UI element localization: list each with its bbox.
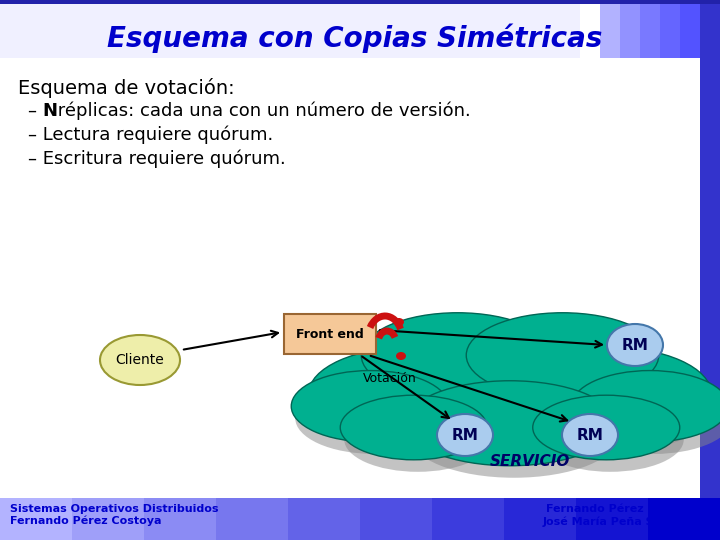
Ellipse shape (295, 382, 453, 454)
Ellipse shape (562, 414, 618, 456)
Text: réplicas: cada una con un número de versión.: réplicas: cada una con un número de vers… (52, 102, 471, 120)
Ellipse shape (505, 359, 715, 453)
Ellipse shape (100, 335, 180, 385)
Bar (360, 498, 432, 540)
Ellipse shape (394, 318, 404, 326)
Text: N: N (42, 102, 57, 120)
Bar (620, 0, 640, 58)
Bar (640, 0, 660, 58)
Ellipse shape (501, 347, 711, 440)
Ellipse shape (571, 370, 720, 442)
Bar (648, 498, 720, 540)
Text: RM: RM (451, 428, 478, 442)
Bar (0, 0, 720, 4)
Bar (680, 0, 700, 58)
Ellipse shape (437, 414, 493, 456)
Ellipse shape (312, 359, 523, 453)
Text: Esquema con Copias Simétricas: Esquema con Copias Simétricas (107, 23, 603, 53)
Bar (144, 498, 216, 540)
Ellipse shape (467, 313, 659, 398)
Bar (72, 498, 144, 540)
Ellipse shape (361, 313, 554, 398)
Bar (432, 498, 504, 540)
Text: –: – (28, 102, 42, 120)
Ellipse shape (409, 393, 619, 478)
FancyBboxPatch shape (284, 314, 376, 354)
Text: RM: RM (577, 428, 603, 442)
Ellipse shape (365, 333, 662, 461)
Text: Esquema de votación:: Esquema de votación: (18, 78, 235, 98)
Bar (580, 0, 600, 58)
Ellipse shape (361, 321, 659, 449)
Bar (0, 58, 720, 498)
Bar (0, 498, 72, 540)
Ellipse shape (536, 407, 684, 472)
Ellipse shape (344, 407, 491, 472)
Ellipse shape (533, 395, 680, 460)
Text: Votación: Votación (363, 372, 417, 384)
Text: – Escritura requiere quórum.: – Escritura requiere quórum. (28, 150, 286, 168)
Text: – Lectura requiere quórum.: – Lectura requiere quórum. (28, 126, 274, 145)
Text: SERVICIO: SERVICIO (490, 455, 570, 469)
Ellipse shape (405, 381, 615, 465)
Text: Fernando Pérez Costoya
José María Peña Sánchez: Fernando Pérez Costoya José María Peña S… (543, 504, 698, 526)
Text: RM: RM (621, 338, 649, 353)
Bar (504, 498, 576, 540)
Bar (216, 498, 288, 540)
Bar (600, 0, 620, 58)
Ellipse shape (292, 370, 449, 442)
Bar (700, 58, 720, 498)
Bar (700, 0, 720, 58)
Ellipse shape (607, 324, 663, 366)
Bar (288, 498, 360, 540)
Text: Cliente: Cliente (116, 353, 164, 367)
Ellipse shape (365, 325, 558, 410)
Bar (660, 0, 680, 58)
Bar (0, 0, 720, 58)
Bar (576, 498, 648, 540)
Ellipse shape (470, 325, 662, 410)
Text: Front end: Front end (296, 327, 364, 341)
Bar (700, 0, 720, 58)
Ellipse shape (396, 352, 406, 360)
Ellipse shape (341, 395, 487, 460)
Ellipse shape (575, 382, 720, 454)
Text: Sistemas Operativos Distribuidos
Fernando Pérez Costoya: Sistemas Operativos Distribuidos Fernand… (10, 504, 218, 526)
Ellipse shape (309, 347, 518, 440)
